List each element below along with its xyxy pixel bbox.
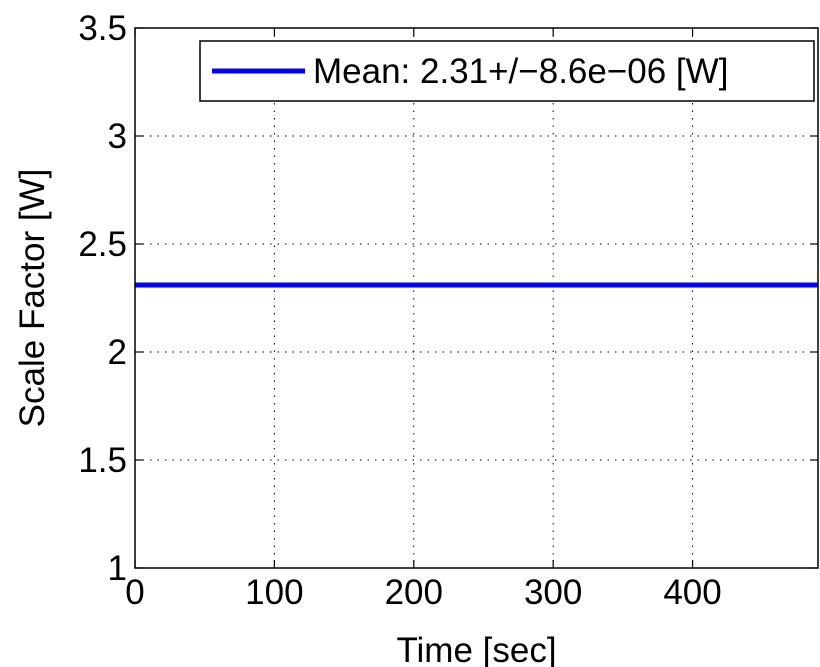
grid-lines [135,28,818,568]
legend-entry-label: Mean: 2.31+/−8.6e−06 [W] [313,52,728,91]
x-tick-label: 200 [385,573,443,612]
y-tick-label: 1 [108,549,127,588]
y-axis-label: Scale Factor [W] [13,169,52,428]
x-tick-label: 400 [663,573,721,612]
x-tick-label: 300 [524,573,582,612]
x-axis-label: Time [sec] [396,631,556,667]
x-tick-label: 0 [125,573,144,612]
y-tick-label: 3 [108,117,127,156]
x-tick-label: 100 [245,573,303,612]
plot-area-frame [134,27,819,569]
y-tick-label: 2.5 [78,225,127,264]
y-tick-labels: 1 1.5 2 2.5 3 3.5 [78,9,127,588]
legend: Mean: 2.31+/−8.6e−06 [W] [199,40,815,102]
y-tick-label: 2 [108,333,127,372]
x-tick-labels: 0 100 200 300 400 [125,573,721,612]
y-tick-label: 3.5 [78,9,127,48]
y-tick-label: 1.5 [78,441,127,480]
